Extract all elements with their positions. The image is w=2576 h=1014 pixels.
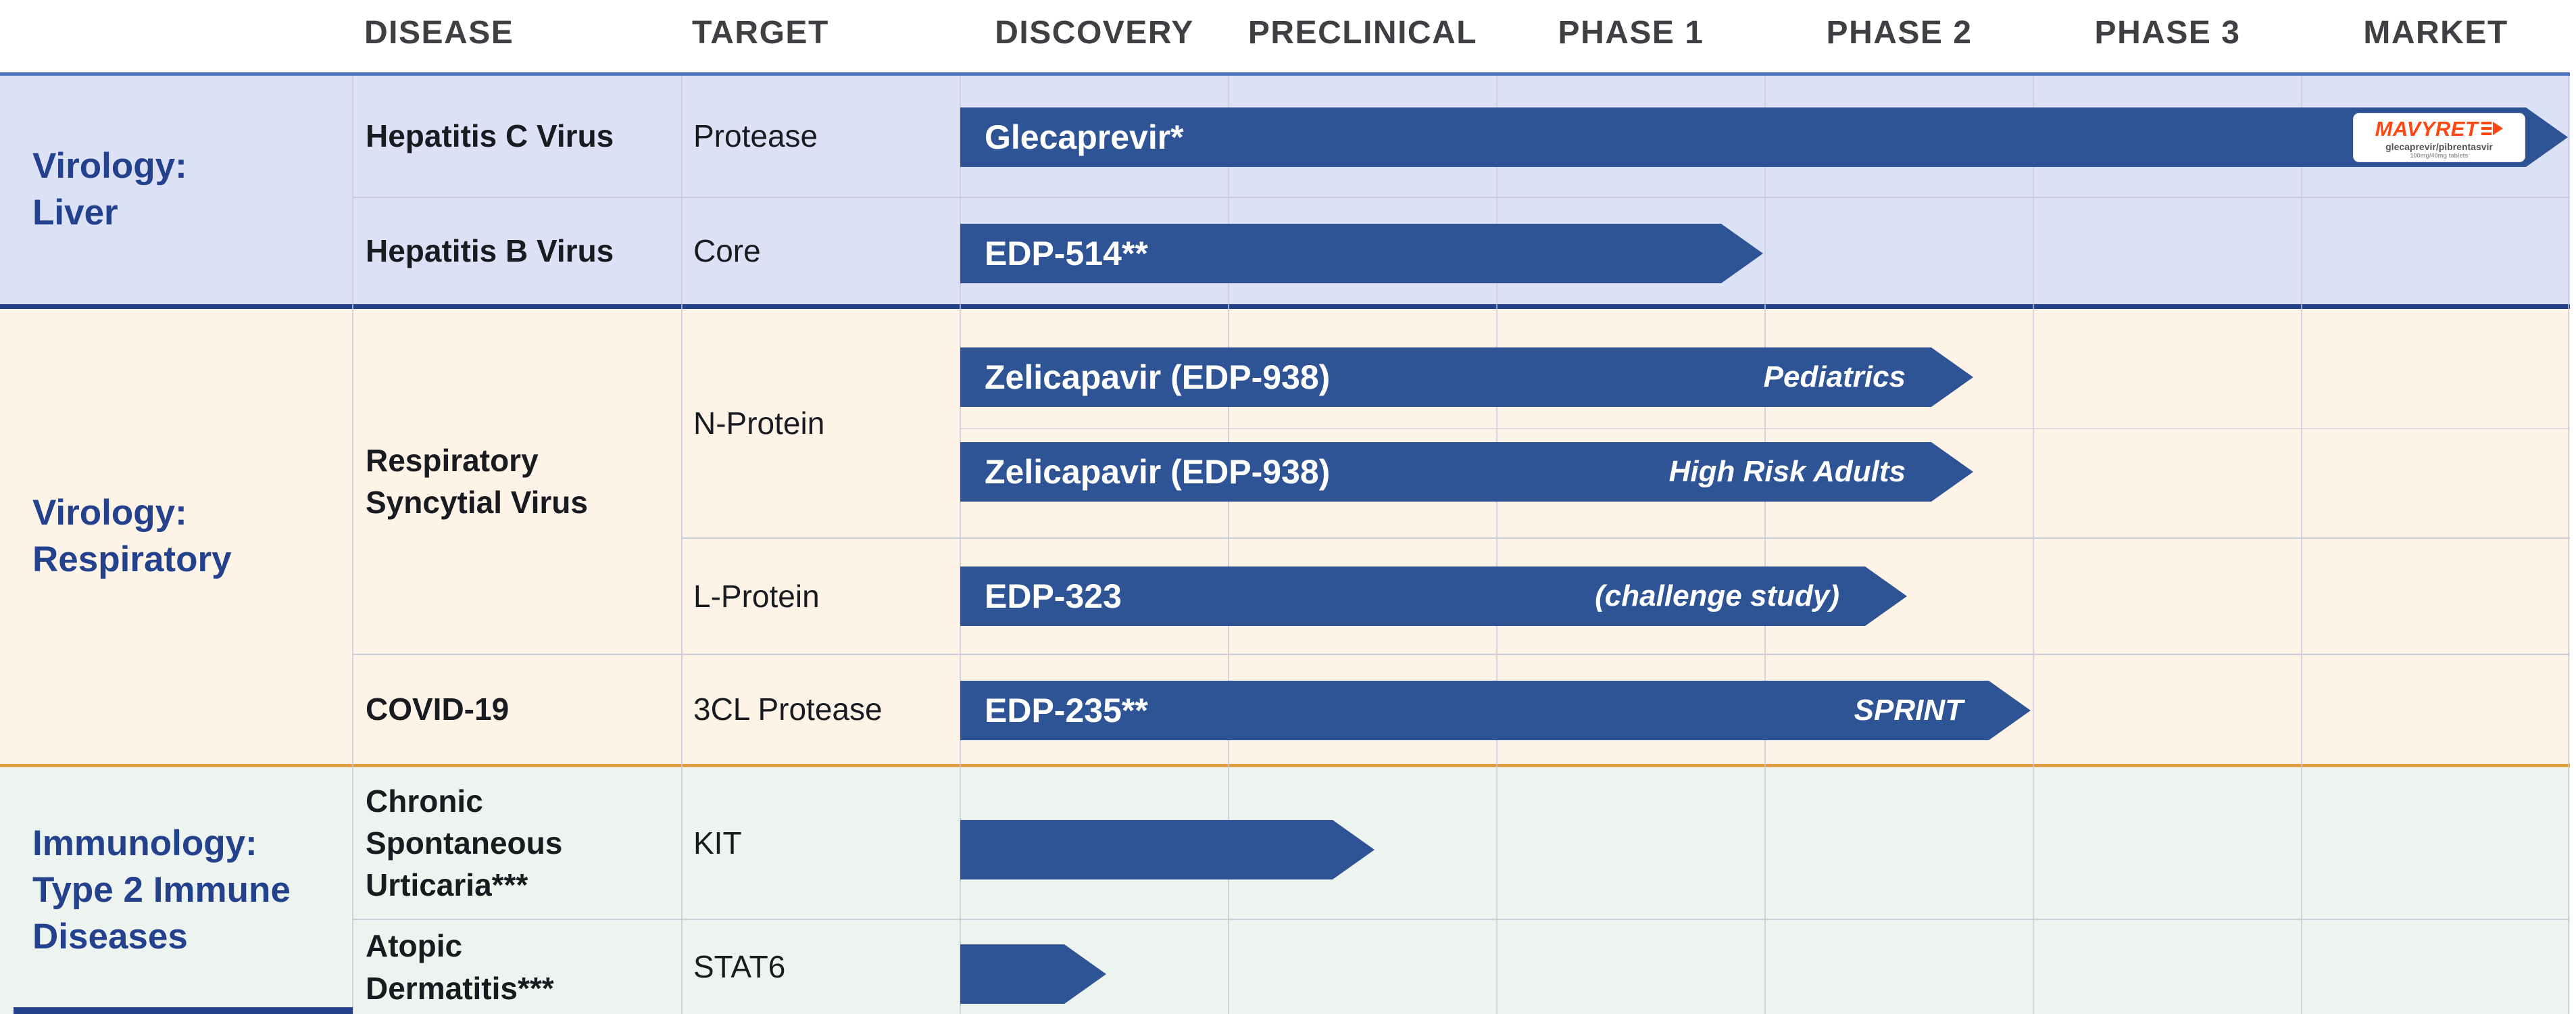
grid-vline	[1496, 76, 1497, 1014]
target-cell-protease: Protease	[693, 118, 818, 154]
bar-annotation: Pediatrics	[1763, 360, 1906, 393]
grid-vline	[681, 76, 683, 1014]
grid-vline	[2568, 76, 2569, 1014]
section-band-immunology	[0, 767, 2570, 1014]
pipeline-bar-zelicapavir-pediatrics: Zelicapavir (EDP-938) Pediatrics	[960, 347, 1973, 407]
bar-label: Zelicapavir (EDP-938)	[985, 453, 1331, 491]
pipeline-bar-zelicapavir-high-risk-adults: Zelicapavir (EDP-938) High Risk Adults	[960, 442, 1973, 502]
section-label-immunology: Immunology: Type 2 Immune Diseases	[32, 823, 291, 957]
grid-hline	[682, 537, 2570, 539]
clipped-element-bottom-left	[14, 1007, 353, 1014]
bar-label: EDP-235**	[985, 692, 1148, 729]
target-cell-3cl-protease: 3CL Protease	[693, 691, 883, 727]
grid-hline	[960, 428, 2570, 429]
bar-label: Glecaprevir*	[985, 118, 1184, 156]
column-header-preclinical: PRECLINICAL	[1247, 14, 1478, 51]
section-label-virology-liver: Virology: Liver	[32, 146, 187, 233]
mavyret-brand: MAVYRET	[2375, 116, 2479, 141]
target-cell-core: Core	[693, 233, 761, 269]
bar-label: EDP-323	[985, 577, 1122, 615]
mavyret-subtext-2: 100mg/40mg tablets	[2410, 151, 2469, 159]
disease-cell-csu: Chronic Spontaneous Urticaria***	[366, 783, 563, 903]
pipeline-bar-kit-program	[960, 820, 1374, 879]
column-header-discovery: DISCOVERY	[995, 14, 1194, 51]
disease-cell-atopic-dermatitis: Atopic Dermatitis***	[366, 928, 554, 1006]
grid-hline	[353, 654, 2570, 655]
section-divider-navy	[0, 304, 2570, 309]
column-header-market: MARKET	[2363, 14, 2508, 51]
bar-annotation: SPRINT	[1854, 694, 1963, 727]
grid-vline	[352, 76, 353, 1014]
column-header-target: TARGET	[692, 14, 829, 51]
pipeline-bar-edp-514: EDP-514**	[960, 224, 1763, 283]
disease-cell-covid-19: COVID-19	[366, 691, 510, 727]
target-cell-kit: KIT	[693, 825, 742, 861]
grid-vline	[1228, 76, 1229, 1014]
mavyret-swoosh-lines-icon	[2481, 122, 2492, 135]
header-underline	[0, 72, 2570, 76]
bar-label: EDP-514**	[985, 235, 1148, 272]
pipeline-bar-edp-235: EDP-235** SPRINT	[960, 681, 2031, 740]
bar-annotation: High Risk Adults	[1668, 455, 1906, 488]
disease-cell-hepatitis-c: Hepatitis C Virus	[366, 118, 614, 154]
pipeline-bar-glecaprevir: Glecaprevir* MAVYRET glecaprevir/pibrent…	[960, 107, 2568, 167]
column-header-phase-3: PHASE 3	[2094, 14, 2241, 51]
mavyret-swoosh-arrow-icon	[2493, 122, 2503, 135]
column-header-disease: DISEASE	[364, 14, 514, 51]
disease-cell-hepatitis-b: Hepatitis B Virus	[366, 233, 614, 269]
column-header-phase-2: PHASE 2	[1826, 14, 1973, 51]
bar-annotation: (challenge study)	[1595, 579, 1839, 612]
target-cell-stat6: STAT6	[693, 949, 786, 985]
target-cell-l-protein: L-Protein	[693, 578, 820, 614]
grid-hline	[353, 197, 2570, 198]
pipeline-bar-edp-323: EDP-323 (challenge study)	[960, 566, 1907, 626]
grid-hline	[353, 919, 2570, 920]
target-cell-n-protein: N-Protein	[693, 405, 825, 441]
grid-vline	[2301, 76, 2302, 1014]
mavyret-brand-row: MAVYRET	[2375, 118, 2504, 139]
mavyret-logo: MAVYRET glecaprevir/pibrentasvir 100mg/4…	[2353, 113, 2525, 162]
column-header-phase-1: PHASE 1	[1558, 14, 1704, 51]
mavyret-subtext: glecaprevir/pibrentasvir	[2385, 141, 2493, 152]
bar-label: Zelicapavir (EDP-938)	[985, 358, 1331, 396]
disease-cell-rsv: Respiratory Syncytial Virus	[366, 442, 588, 520]
section-label-virology-respiratory: Virology: Respiratory	[32, 492, 232, 579]
grid-vline	[960, 76, 961, 1014]
section-divider-orange	[0, 764, 2570, 767]
grid-vline	[2033, 76, 2034, 1014]
grid-vline	[1764, 76, 1766, 1014]
